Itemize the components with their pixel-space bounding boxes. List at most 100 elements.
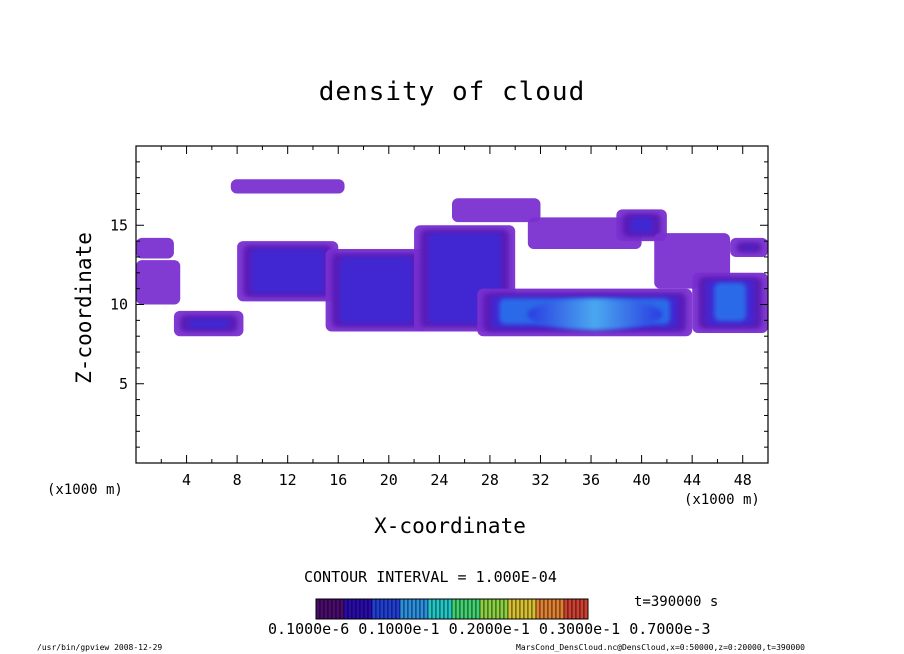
colorbar-cell bbox=[359, 598, 365, 620]
colorbar-cell bbox=[543, 598, 549, 620]
x-tick-label: 16 bbox=[329, 471, 347, 489]
x-tick-label: 40 bbox=[633, 471, 651, 489]
colorbar-cell bbox=[335, 598, 341, 620]
colorbar-cell bbox=[519, 598, 525, 620]
colorbar-cell bbox=[575, 598, 581, 620]
y-tick-label: 5 bbox=[119, 375, 128, 393]
x-tick-label: 4 bbox=[182, 471, 191, 489]
colorbar-cell bbox=[559, 598, 565, 620]
colorbar-cell bbox=[427, 598, 433, 620]
x-tick-label: 20 bbox=[380, 471, 398, 489]
colorbar-cell bbox=[531, 598, 537, 620]
colorbar-cell bbox=[407, 598, 413, 620]
colorbar-cell bbox=[315, 598, 321, 620]
cloud-region bbox=[616, 209, 667, 242]
colorbar-cell bbox=[475, 598, 481, 620]
colorbar-cell bbox=[431, 598, 437, 620]
colorbar-cell bbox=[491, 598, 497, 620]
colorbar-cell bbox=[375, 598, 381, 620]
colorbar-cell bbox=[471, 598, 477, 620]
colorbar-cell bbox=[555, 598, 561, 620]
colorbar-cell bbox=[527, 598, 533, 620]
cloud-region bbox=[136, 237, 174, 259]
colorbar-cell bbox=[507, 598, 513, 620]
x-axis-label: X-coordinate bbox=[374, 514, 526, 538]
colorbar-cell bbox=[503, 598, 509, 620]
colorbar-cell bbox=[423, 598, 429, 620]
colorbar-cell bbox=[535, 598, 541, 620]
cloud-region bbox=[230, 179, 345, 194]
colorbar-cell bbox=[539, 598, 545, 620]
colorbar-cell bbox=[343, 598, 349, 620]
colorbar-cell bbox=[399, 598, 405, 620]
colorbar-cell bbox=[363, 598, 369, 620]
x-unit-label-left: (x1000 m) bbox=[47, 482, 123, 498]
colorbar-cell bbox=[487, 598, 493, 620]
colorbar-cell bbox=[339, 598, 345, 620]
colorbar-cell bbox=[411, 598, 417, 620]
colorbar-cell bbox=[327, 598, 333, 620]
colorbar-cell bbox=[391, 598, 397, 620]
colorbar bbox=[315, 598, 589, 620]
cloud-region bbox=[452, 198, 541, 223]
cloud-region bbox=[477, 288, 693, 337]
colorbar-cell bbox=[415, 598, 421, 620]
colorbar-cell bbox=[419, 598, 425, 620]
colorbar-cell bbox=[547, 598, 553, 620]
colorbar-cell bbox=[351, 598, 357, 620]
footer-data-source: MarsCond_DensCloud.nc@DensCloud,x=0:5000… bbox=[516, 643, 805, 652]
colorbar-cell bbox=[495, 598, 501, 620]
cloud-region bbox=[325, 249, 427, 332]
colorbar-cell bbox=[323, 598, 329, 620]
colorbar-cell bbox=[459, 598, 465, 620]
cloud-region bbox=[173, 310, 244, 337]
colorbar-cell bbox=[379, 598, 385, 620]
colorbar-cell bbox=[511, 598, 517, 620]
colorbar-cell bbox=[571, 598, 577, 620]
x-tick-label: 12 bbox=[279, 471, 297, 489]
colorbar-cell bbox=[455, 598, 461, 620]
contour-interval-label: CONTOUR INTERVAL = 1.000E-04 bbox=[304, 568, 557, 586]
x-tick-label: 48 bbox=[734, 471, 752, 489]
colorbar-cell bbox=[563, 598, 569, 620]
colorbar-cell bbox=[387, 598, 393, 620]
colorbar-cell bbox=[515, 598, 521, 620]
colorbar-cell bbox=[319, 598, 325, 620]
colorbar-cell bbox=[483, 598, 489, 620]
cloud-region bbox=[730, 237, 768, 257]
colorbar-cell bbox=[443, 598, 449, 620]
colorbar-cell bbox=[463, 598, 469, 620]
colorbar-cell bbox=[583, 598, 589, 620]
colorbar-labels: 0.1000e-6 0.1000e-1 0.2000e-1 0.3000e-1 … bbox=[268, 620, 711, 638]
colorbar-cell bbox=[371, 598, 377, 620]
colorbar-cell bbox=[355, 598, 361, 620]
cloud-density-field bbox=[136, 179, 768, 337]
colorbar-cell bbox=[451, 598, 457, 620]
colorbar-frame bbox=[315, 598, 589, 620]
cloud-region bbox=[692, 272, 768, 334]
colorbar-cell bbox=[467, 598, 473, 620]
x-tick-label: 8 bbox=[233, 471, 242, 489]
y-axis-label: Z-coordinate bbox=[72, 232, 96, 384]
cloud-region bbox=[136, 260, 181, 305]
colorbar-cell bbox=[347, 598, 353, 620]
colorbar-cell bbox=[567, 598, 573, 620]
axis-ticks bbox=[136, 146, 768, 463]
colorbar-cell bbox=[331, 598, 337, 620]
colorbar-cell bbox=[447, 598, 453, 620]
cloud-region bbox=[237, 241, 339, 302]
cloud-region bbox=[527, 217, 642, 250]
time-label: t=390000 s bbox=[634, 594, 719, 610]
colorbar-cell bbox=[499, 598, 505, 620]
x-tick-label: 24 bbox=[430, 471, 448, 489]
y-tick-label: 15 bbox=[110, 216, 128, 234]
colorbar-cell bbox=[395, 598, 401, 620]
footer-program-date: /usr/bin/gpview 2008-12-29 bbox=[37, 643, 163, 652]
colorbar-cell bbox=[523, 598, 529, 620]
y-tick-label: 10 bbox=[110, 296, 128, 314]
x-tick-label: 32 bbox=[531, 471, 549, 489]
colorbar-cell bbox=[479, 598, 485, 620]
colorbar-cell bbox=[403, 598, 409, 620]
